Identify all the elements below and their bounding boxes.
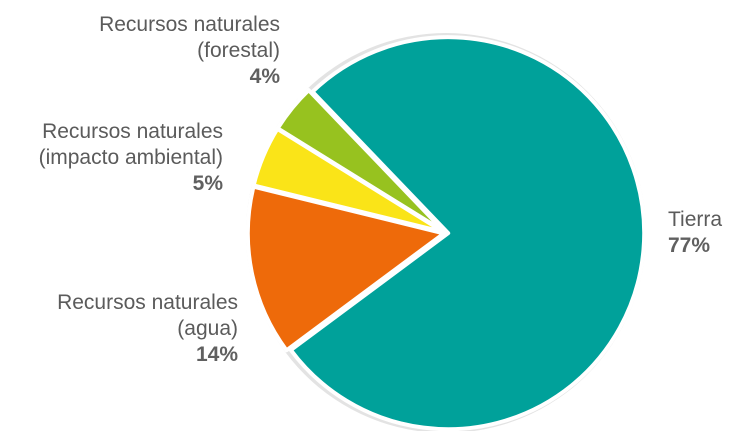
slice-label-impacto-ambiental: Recursos naturales (impacto ambiental) 5… bbox=[38, 120, 223, 195]
pie-slice-0 bbox=[288, 35, 647, 431]
slice-label-agua: Recursos naturales (agua) 14% bbox=[57, 291, 238, 366]
pie-slice-1 bbox=[245, 184, 446, 353]
slice-label-tierra: Tierra 77% bbox=[668, 208, 723, 257]
pie-slice-3 bbox=[275, 88, 447, 234]
slice-label-forestal: Recursos naturales (forestal) 4% bbox=[99, 13, 280, 88]
